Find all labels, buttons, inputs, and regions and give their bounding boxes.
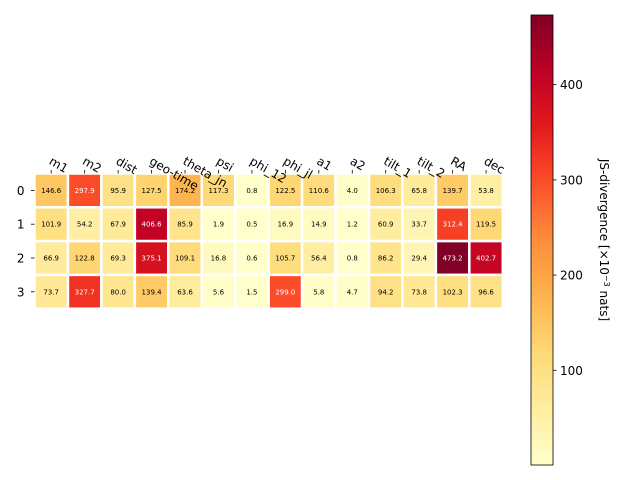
colorbar-ticks: 100 200 300 400 [553,78,583,378]
heatmap-cell-value: 106.3 [376,187,396,195]
heatmap-cell-value: 54.2 [77,221,93,229]
x-tick-label: a2 [348,154,368,174]
y-tick-label: 2 [17,252,25,266]
heatmap-cell [167,206,204,243]
heatmap-cell-value: 122.8 [75,255,95,263]
heatmap-cell [267,172,304,209]
heatmap-cell-value: 94.2 [378,288,394,296]
heatmap-cell-value: 69.3 [110,255,126,263]
heatmap-cell-value: 105.7 [275,255,295,263]
heatmap-cell-value: 5.8 [313,288,324,296]
heatmap-cell-value: 102.3 [443,288,463,296]
heatmap-cell [468,273,505,310]
heatmap-cell-value: 327.7 [75,288,95,296]
heatmap-cell-value: 174.2 [175,187,195,195]
heatmap-cell-value: 122.5 [275,187,295,195]
heatmap-cell-value: 146.6 [41,187,62,195]
y-axis-ticks: 0 1 2 3 [17,184,35,299]
heatmap-cell-value: 60.9 [378,221,394,229]
heatmap-cell-value: 299.0 [275,288,295,296]
y-tick-label: 0 [17,184,25,198]
colorbar-tick-label: 300 [560,173,583,187]
heatmap-cell-value: 67.9 [110,221,126,229]
heatmap-cell-value: 139.7 [443,187,463,195]
heatmap-cell-value: 4.0 [347,187,358,195]
heatmap-cell-value: 80.0 [110,288,126,296]
heatmap-cell-value: 297.9 [75,187,95,195]
heatmap-cell-value: 375.1 [142,255,162,263]
x-tick-label: RA [448,154,470,175]
colorbar-tick-label: 400 [560,78,583,92]
heatmap-cell-value: 66.9 [43,255,59,263]
heatmap-cell-value: 16.8 [211,255,227,263]
heatmap-cell-value: 312.4 [443,221,464,229]
colorbar-label: JS-divergence [×10−3 nats] [597,158,612,321]
colorbar-label-tail: nats] [597,287,611,321]
heatmap-cell-value: 109.1 [175,255,195,263]
heatmap-cell-value: 63.6 [177,288,193,296]
heatmap-cell-value: 1.9 [213,221,224,229]
heatmap-cell-value: 16.9 [278,221,294,229]
heatmap-cell [300,273,337,310]
heatmap-cell-value: 5.6 [213,288,225,296]
heatmap-cell-value: 117.3 [208,187,228,195]
heatmap-cell-value: 139.4 [142,288,163,296]
heatmap-cell-value: 56.4 [311,255,327,263]
heatmap-cell-value: 406.6 [142,221,163,229]
heatmap-cell-value: 86.2 [378,255,394,263]
heatmap-cell-value: 14.9 [311,221,327,229]
heatmap-cell-value: 73.8 [411,288,427,296]
y-tick-label: 3 [17,285,25,299]
heatmap-cell-value: 85.9 [177,221,193,229]
heatmap-cell-value: 1.5 [246,288,257,296]
heatmap-cell-value: 110.6 [309,187,330,195]
heatmap-cell-value: 101.9 [41,221,61,229]
colorbar-tick-label: 200 [560,269,583,283]
heatmap-cell [300,206,337,243]
heatmap-value-labels: 146.6 297.9 95.9 127.5 174.2 117.3 0.8 122.5 110… [41,187,496,296]
heatmap-cells [33,172,505,310]
heatmap-cell-value: 95.9 [110,187,126,195]
heatmap-cell [167,273,204,310]
y-tick-label: 1 [17,218,25,232]
heatmap-cell-value: 0.8 [347,255,358,263]
heatmap-cell-value: 53.8 [478,187,494,195]
heatmap-cell [233,273,270,310]
heatmap-cell [133,273,170,310]
heatmap-cell-value: 0.8 [246,187,257,195]
heatmap-cell [267,239,304,277]
heatmap-cell-value: 127.5 [142,187,162,195]
colorbar-tick-label: 100 [560,364,583,378]
heatmap-cell-value: 473.2 [443,255,463,263]
heatmap-cell [100,206,137,243]
x-tick-label: a1 [314,154,334,174]
heatmap-cell-value: 4.7 [347,288,358,296]
heatmap-cell-value: 119.5 [476,221,496,229]
heatmap-cell-value: 73.7 [43,288,59,296]
heatmap-cell-value: 0.5 [246,221,257,229]
heatmap-cell [434,206,471,243]
colorbar-label-main: JS-divergence [×10 [597,158,611,275]
heatmap-cell [401,273,438,310]
heatmap-cell [100,239,137,277]
heatmap-cell-value: 1.2 [347,221,358,229]
colorbar-gradient [530,14,554,466]
heatmap-cell-value: 402.7 [476,255,496,263]
heatmap-cell-value: 65.8 [411,187,427,195]
heatmap-cell-value: 29.4 [411,255,427,263]
colorbar: 100 200 300 400 JS-divergence [×10−3 nats] [530,14,612,466]
colorbar-label-exponent: −3 [603,275,612,287]
heatmap-cell-value: 96.6 [478,288,494,296]
heatmap-cell [200,273,237,310]
heatmap-cell [100,273,137,310]
heatmap-cell-value: 33.7 [411,221,427,229]
heatmap-cell-value: 0.6 [246,255,258,263]
